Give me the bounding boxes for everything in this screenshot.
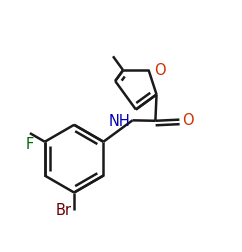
Text: Br: Br (55, 202, 71, 217)
Text: NH: NH (109, 113, 131, 128)
Text: O: O (154, 62, 166, 77)
Text: F: F (26, 136, 34, 151)
Text: O: O (182, 113, 194, 128)
